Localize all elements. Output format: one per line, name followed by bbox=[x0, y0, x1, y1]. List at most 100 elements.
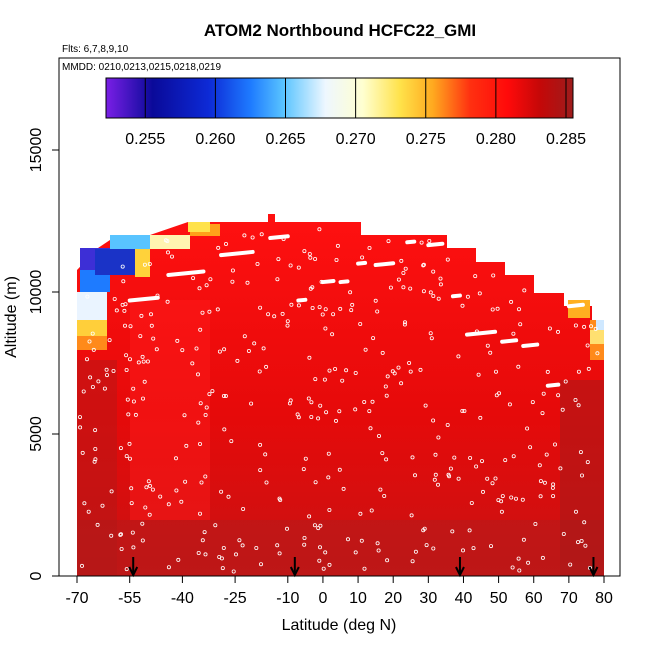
obs-marker bbox=[345, 537, 350, 542]
obs-marker bbox=[191, 276, 196, 281]
obs-marker bbox=[140, 538, 145, 543]
obs-marker bbox=[216, 245, 221, 250]
x-axis-label: Latitude (deg N) bbox=[282, 617, 397, 634]
obs-marker bbox=[154, 347, 159, 352]
obs-marker bbox=[344, 368, 349, 373]
obs-marker bbox=[429, 336, 434, 341]
obs-marker bbox=[380, 451, 385, 456]
obs-marker bbox=[150, 487, 155, 492]
obs-marker bbox=[438, 282, 443, 287]
obs-marker bbox=[144, 485, 149, 490]
obs-marker bbox=[561, 532, 566, 537]
obs-marker bbox=[175, 338, 180, 343]
obs-marker bbox=[385, 374, 390, 379]
obs-marker bbox=[266, 312, 271, 317]
obs-marker bbox=[204, 283, 209, 288]
obs-marker bbox=[233, 552, 238, 557]
x-tick-label: 30 bbox=[419, 590, 437, 607]
obs-marker bbox=[369, 508, 374, 513]
obs-marker bbox=[285, 323, 290, 328]
obs-marker bbox=[467, 528, 472, 533]
flights-subtitle: Flts: 6,7,8,9,10 bbox=[62, 44, 129, 55]
obs-marker bbox=[579, 539, 584, 544]
obs-marker bbox=[518, 322, 523, 327]
obs-marker bbox=[412, 473, 417, 478]
obs-marker bbox=[469, 500, 474, 505]
obs-marker bbox=[310, 305, 315, 310]
obs-marker bbox=[127, 441, 132, 446]
obs-marker bbox=[541, 391, 546, 396]
obs-marker bbox=[277, 496, 282, 501]
obs-marker bbox=[88, 375, 93, 380]
obs-marker bbox=[540, 555, 545, 560]
obs-marker bbox=[198, 327, 203, 332]
obs-marker bbox=[514, 496, 519, 501]
obs-marker bbox=[87, 339, 92, 344]
x-tick-label: -40 bbox=[171, 590, 194, 607]
obs-marker bbox=[254, 546, 259, 551]
colorbar-tick-label: 0.285 bbox=[546, 131, 586, 148]
obs-marker bbox=[252, 341, 257, 346]
flight-level-segment bbox=[356, 260, 368, 266]
obs-marker bbox=[401, 285, 406, 290]
obs-marker bbox=[589, 324, 594, 329]
obs-marker bbox=[258, 562, 263, 567]
flight-level-segment bbox=[296, 297, 308, 303]
obs-marker bbox=[122, 308, 127, 313]
obs-marker bbox=[219, 556, 224, 561]
obs-marker bbox=[359, 538, 364, 543]
obs-marker bbox=[199, 480, 204, 485]
heatmap-east-yellow2 bbox=[568, 300, 590, 318]
obs-marker bbox=[477, 291, 482, 296]
obs-marker bbox=[240, 543, 245, 548]
obs-marker bbox=[317, 558, 322, 563]
obs-marker bbox=[578, 450, 583, 455]
obs-marker bbox=[350, 302, 355, 307]
obs-marker bbox=[179, 499, 184, 504]
flight-level-segment bbox=[426, 241, 445, 248]
obs-marker bbox=[582, 324, 587, 329]
obs-marker bbox=[522, 288, 527, 293]
surface-arrow-head bbox=[128, 566, 139, 578]
obs-marker bbox=[109, 489, 114, 494]
obs-marker bbox=[258, 468, 263, 473]
obs-marker bbox=[462, 408, 467, 413]
obs-marker bbox=[302, 249, 307, 254]
obs-marker bbox=[468, 455, 473, 460]
obs-marker bbox=[327, 562, 332, 567]
obs-marker bbox=[313, 256, 318, 261]
obs-marker bbox=[435, 482, 440, 487]
obs-marker bbox=[511, 454, 516, 459]
obs-marker bbox=[139, 313, 144, 318]
obs-marker bbox=[204, 405, 209, 410]
obs-marker bbox=[226, 494, 231, 499]
obs-marker bbox=[255, 261, 260, 266]
obs-marker bbox=[333, 418, 338, 423]
obs-marker bbox=[130, 530, 135, 535]
obs-marker bbox=[142, 262, 147, 267]
obs-marker bbox=[396, 277, 401, 282]
obs-marker bbox=[499, 509, 504, 514]
obs-marker bbox=[90, 384, 95, 389]
obs-marker bbox=[403, 266, 408, 271]
obs-marker bbox=[140, 396, 145, 401]
obs-marker bbox=[140, 521, 145, 526]
obs-marker bbox=[220, 566, 225, 571]
obs-marker bbox=[261, 346, 266, 351]
obs-marker bbox=[538, 494, 543, 499]
obs-marker bbox=[428, 331, 433, 336]
obs-marker bbox=[520, 497, 525, 502]
obs-marker bbox=[327, 368, 332, 373]
obs-marker bbox=[91, 347, 96, 352]
obs-marker bbox=[184, 443, 189, 448]
obs-marker bbox=[521, 537, 526, 542]
obs-marker bbox=[307, 355, 312, 360]
obs-marker bbox=[318, 523, 323, 528]
surface-arrow-head bbox=[289, 566, 300, 578]
obs-marker bbox=[202, 530, 207, 535]
obs-marker bbox=[318, 403, 323, 408]
y-tick-label: 0 bbox=[28, 571, 45, 580]
obs-marker bbox=[93, 446, 98, 451]
obs-marker bbox=[284, 526, 289, 531]
obs-marker bbox=[540, 411, 545, 416]
